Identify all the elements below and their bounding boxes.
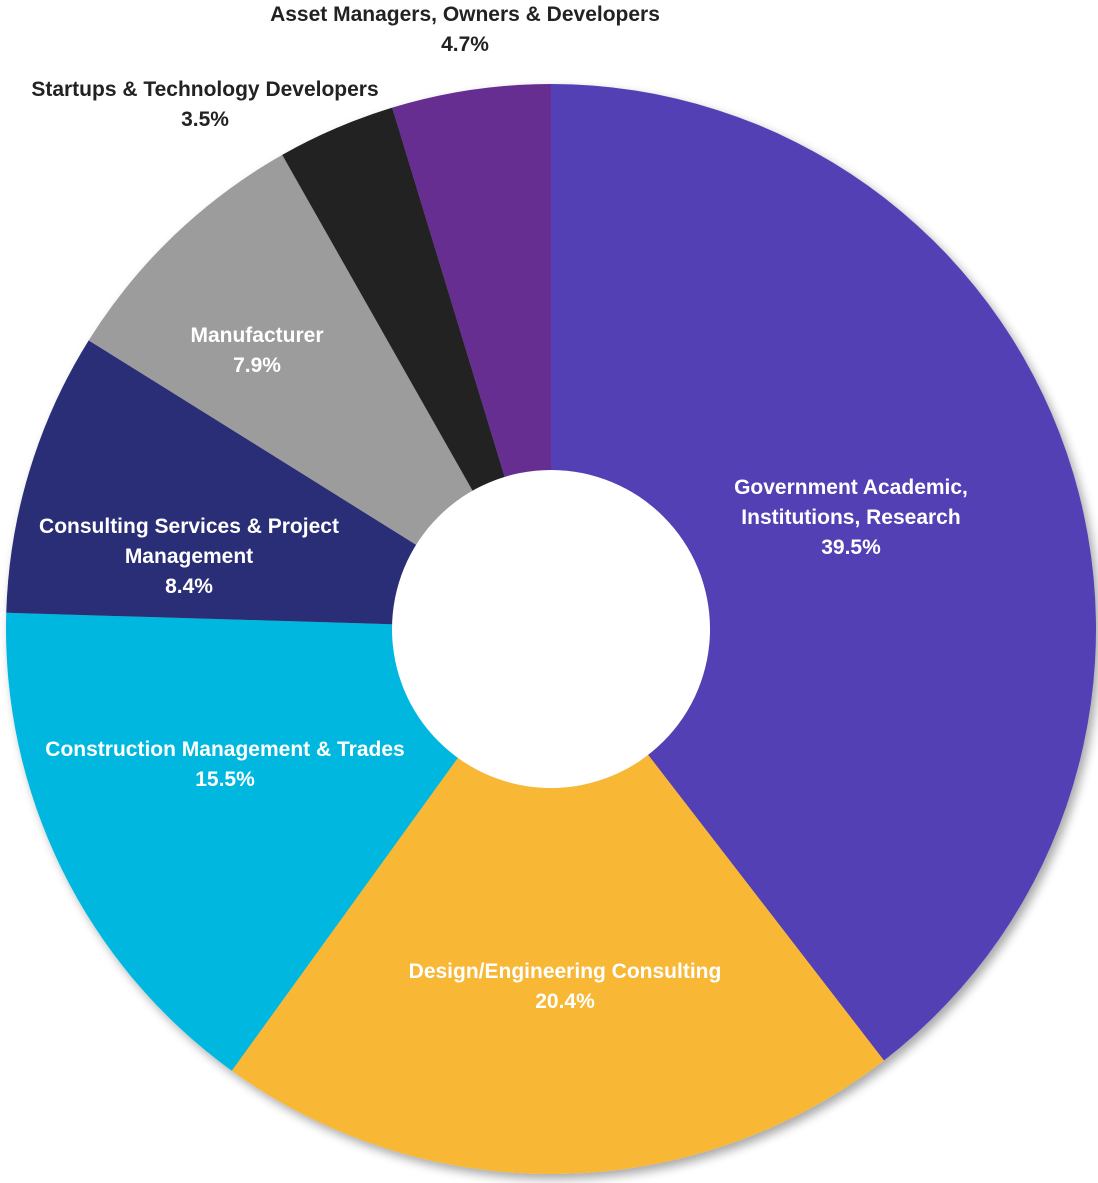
- slice-value-label: 39.5%: [821, 536, 881, 559]
- slice-label-line: Management: [125, 545, 253, 568]
- slice-label: Manufacturer 7.9%: [190, 324, 323, 377]
- slice-label-line: Construction Management & Trades: [45, 738, 404, 761]
- slice-label: Consulting Services & Project Management 8…: [39, 515, 339, 598]
- donut-center-hole: [392, 470, 710, 788]
- slice-label-line: Consulting Services & Project: [39, 515, 339, 538]
- slice-label: Design/Engineering Consulting 20.4%: [409, 960, 722, 1013]
- slice-value-label: 20.4%: [535, 990, 595, 1013]
- slice-design-engineering-consulting: [231, 629, 884, 1174]
- slice-value-label: 4.7%: [441, 33, 489, 56]
- slice-construction-management-trades: [6, 612, 552, 1071]
- slice-label: Asset Managers, Owners & Developers 4.7%: [270, 3, 660, 56]
- slice-label-line: Asset Managers, Owners & Developers: [270, 3, 660, 26]
- slice-manufacturer: [88, 154, 551, 629]
- slice-value-label: 7.9%: [233, 354, 281, 377]
- slice-label-line: Government Academic,: [734, 476, 968, 499]
- slice-label: Startups & Technology Developers 3.5%: [31, 78, 378, 131]
- slice-label: Government Academic, Institutions, Resear…: [734, 476, 968, 559]
- slice-label-line: Manufacturer: [190, 324, 323, 347]
- slice-label: Construction Management & Trades 15.5%: [45, 738, 404, 791]
- slice-value-label: 3.5%: [181, 108, 229, 131]
- donut-slices: [6, 84, 1097, 1174]
- slice-government-academic-institutions-research: [551, 84, 1097, 1061]
- slice-label-line: Design/Engineering Consulting: [409, 960, 722, 983]
- slice-label-line: Institutions, Research: [741, 506, 960, 529]
- slice-value-label: 15.5%: [195, 768, 255, 791]
- slice-value-label: 8.4%: [165, 575, 213, 598]
- slice-label-line: Startups & Technology Developers: [31, 78, 378, 101]
- slice-labels: Government Academic, Institutions, Resear…: [31, 3, 968, 1013]
